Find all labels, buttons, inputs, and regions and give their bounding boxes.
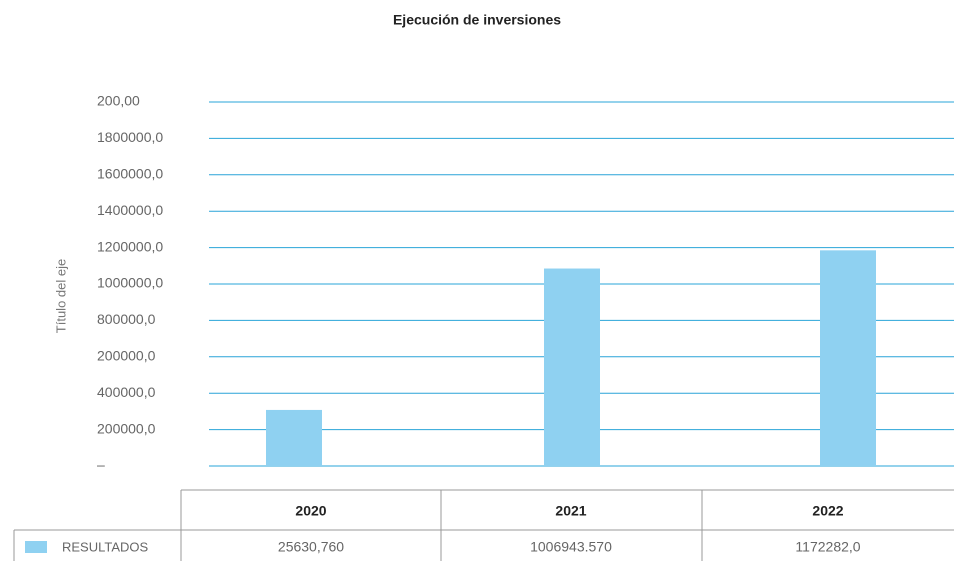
y-tick-label: –	[97, 457, 105, 473]
table-cell: 25630,760	[278, 539, 344, 555]
bar	[820, 250, 876, 466]
table-cell: 1006943.570	[530, 539, 612, 555]
x-tick-label: 2020	[295, 503, 326, 519]
table-cell: 1172282,0	[795, 539, 860, 555]
x-tick-label: 2022	[812, 503, 843, 519]
y-tick-label: 1400000,0	[97, 202, 163, 218]
legend-label: RESULTADOS	[62, 539, 149, 554]
bar	[266, 409, 322, 466]
y-tick-label: 200,00	[97, 93, 140, 109]
bar	[544, 268, 600, 466]
x-tick-label: 2021	[555, 503, 586, 519]
y-tick-label: 800000,0	[97, 311, 156, 327]
y-tick-label: 200000,0	[97, 420, 156, 436]
y-tick-label: 1000000,0	[97, 275, 163, 291]
y-tick-label: 1800000,0	[97, 129, 163, 145]
y-tick-label: 1600000,0	[97, 166, 163, 182]
y-tick-label: 400000,0	[97, 384, 156, 400]
chart-title: Ejecución de inversiones	[393, 12, 561, 28]
legend-swatch	[25, 541, 47, 553]
data-table	[13, 489, 954, 561]
y-tick-label: 200000,0	[97, 348, 156, 364]
y-axis-label: Título del eje	[53, 259, 68, 333]
y-tick-label: 1200000,0	[97, 238, 163, 254]
